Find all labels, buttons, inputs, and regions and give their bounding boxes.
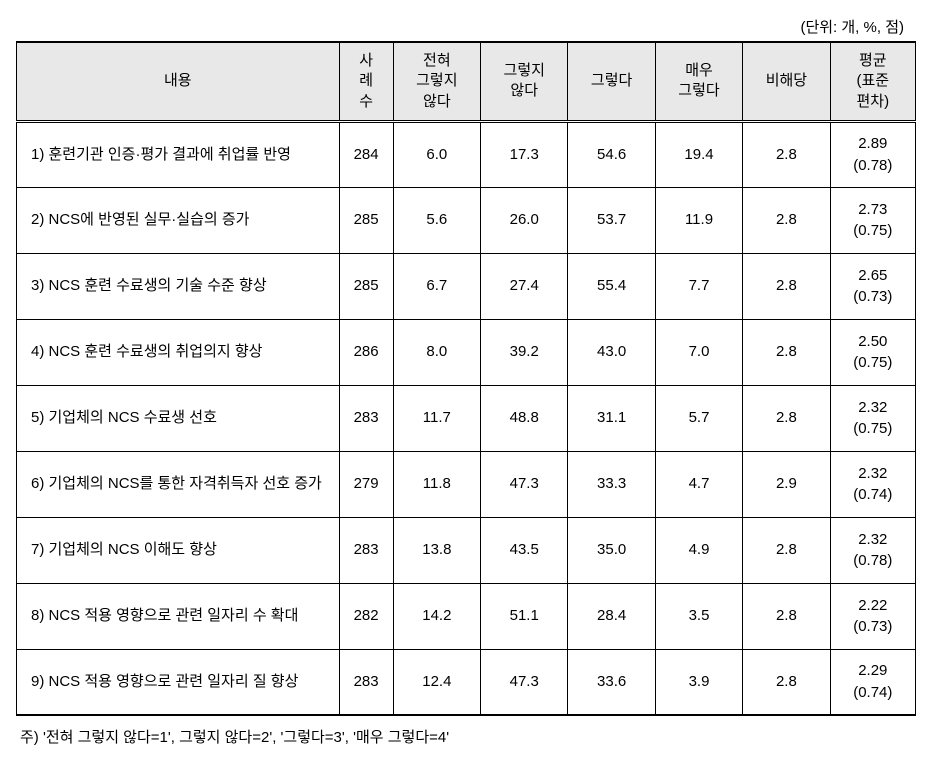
cell-n: 286 bbox=[339, 319, 393, 385]
cell-v4: 7.0 bbox=[655, 319, 742, 385]
cell-n: 283 bbox=[339, 385, 393, 451]
cell-n: 284 bbox=[339, 121, 393, 187]
cell-v2: 26.0 bbox=[481, 187, 568, 253]
cell-v4: 7.7 bbox=[655, 253, 742, 319]
col-mean: 평균(표준편차) bbox=[830, 42, 915, 121]
cell-v3: 53.7 bbox=[568, 187, 655, 253]
cell-na: 2.9 bbox=[743, 451, 830, 517]
table-row: 3) NCS 훈련 수료생의 기술 수준 향상2856.727.455.47.7… bbox=[17, 253, 916, 319]
cell-v2: 17.3 bbox=[481, 121, 568, 187]
row-label: 1) 훈련기관 인증·평가 결과에 취업률 반영 bbox=[17, 121, 340, 187]
cell-v3: 28.4 bbox=[568, 583, 655, 649]
cell-mean: 2.65(0.73) bbox=[830, 253, 915, 319]
col-n: 사례수 bbox=[339, 42, 393, 121]
table-row: 7) 기업체의 NCS 이해도 향상28313.843.535.04.92.82… bbox=[17, 517, 916, 583]
cell-n: 285 bbox=[339, 253, 393, 319]
cell-v2: 43.5 bbox=[481, 517, 568, 583]
cell-v3: 33.3 bbox=[568, 451, 655, 517]
cell-v3: 55.4 bbox=[568, 253, 655, 319]
cell-v3: 31.1 bbox=[568, 385, 655, 451]
cell-v4: 5.7 bbox=[655, 385, 742, 451]
row-label: 8) NCS 적용 영향으로 관련 일자리 수 확대 bbox=[17, 583, 340, 649]
cell-v4: 4.9 bbox=[655, 517, 742, 583]
row-label: 4) NCS 훈련 수료생의 취업의지 향상 bbox=[17, 319, 340, 385]
cell-n: 283 bbox=[339, 517, 393, 583]
table-row: 5) 기업체의 NCS 수료생 선호28311.748.831.15.72.82… bbox=[17, 385, 916, 451]
cell-na: 2.8 bbox=[743, 583, 830, 649]
table-row: 9) NCS 적용 영향으로 관련 일자리 질 향상28312.447.333.… bbox=[17, 649, 916, 715]
cell-na: 2.8 bbox=[743, 649, 830, 715]
header-row: 내용 사례수 전혀그렇지않다 그렇지않다 그렇다 매우그렇다 비해당 평균(표준… bbox=[17, 42, 916, 121]
cell-v3: 54.6 bbox=[568, 121, 655, 187]
cell-mean: 2.29(0.74) bbox=[830, 649, 915, 715]
cell-v4: 19.4 bbox=[655, 121, 742, 187]
cell-mean: 2.89(0.78) bbox=[830, 121, 915, 187]
cell-v4: 11.9 bbox=[655, 187, 742, 253]
cell-na: 2.8 bbox=[743, 187, 830, 253]
cell-mean: 2.32(0.74) bbox=[830, 451, 915, 517]
unit-label: (단위: 개, %, 점) bbox=[16, 16, 916, 37]
table-row: 8) NCS 적용 영향으로 관련 일자리 수 확대28214.251.128.… bbox=[17, 583, 916, 649]
cell-v2: 27.4 bbox=[481, 253, 568, 319]
cell-v2: 51.1 bbox=[481, 583, 568, 649]
cell-na: 2.8 bbox=[743, 517, 830, 583]
cell-na: 2.8 bbox=[743, 319, 830, 385]
col-na: 비해당 bbox=[743, 42, 830, 121]
row-label: 7) 기업체의 NCS 이해도 향상 bbox=[17, 517, 340, 583]
cell-v3: 33.6 bbox=[568, 649, 655, 715]
row-label: 9) NCS 적용 영향으로 관련 일자리 질 향상 bbox=[17, 649, 340, 715]
footnote: 주) '전혀 그렇지 않다=1', 그렇지 않다=2', '그렇다=3', '매… bbox=[16, 726, 916, 747]
table-body: 1) 훈련기관 인증·평가 결과에 취업률 반영2846.017.354.619… bbox=[17, 121, 916, 715]
cell-v4: 3.5 bbox=[655, 583, 742, 649]
col-v3: 그렇다 bbox=[568, 42, 655, 121]
row-label: 5) 기업체의 NCS 수료생 선호 bbox=[17, 385, 340, 451]
cell-n: 279 bbox=[339, 451, 393, 517]
cell-na: 2.8 bbox=[743, 253, 830, 319]
cell-v1: 13.8 bbox=[393, 517, 480, 583]
row-label: 3) NCS 훈련 수료생의 기술 수준 향상 bbox=[17, 253, 340, 319]
data-table: 내용 사례수 전혀그렇지않다 그렇지않다 그렇다 매우그렇다 비해당 평균(표준… bbox=[16, 41, 916, 716]
cell-v1: 11.8 bbox=[393, 451, 480, 517]
table-row: 1) 훈련기관 인증·평가 결과에 취업률 반영2846.017.354.619… bbox=[17, 121, 916, 187]
cell-v1: 6.7 bbox=[393, 253, 480, 319]
table-row: 6) 기업체의 NCS를 통한 자격취득자 선호 증가27911.847.333… bbox=[17, 451, 916, 517]
cell-n: 285 bbox=[339, 187, 393, 253]
cell-v1: 11.7 bbox=[393, 385, 480, 451]
cell-v2: 39.2 bbox=[481, 319, 568, 385]
col-v4: 매우그렇다 bbox=[655, 42, 742, 121]
cell-v2: 48.8 bbox=[481, 385, 568, 451]
cell-n: 283 bbox=[339, 649, 393, 715]
cell-v4: 4.7 bbox=[655, 451, 742, 517]
cell-v3: 35.0 bbox=[568, 517, 655, 583]
table-row: 2) NCS에 반영된 실무·실습의 증가2855.626.053.711.92… bbox=[17, 187, 916, 253]
cell-mean: 2.32(0.75) bbox=[830, 385, 915, 451]
cell-v3: 43.0 bbox=[568, 319, 655, 385]
cell-mean: 2.22(0.73) bbox=[830, 583, 915, 649]
col-content: 내용 bbox=[17, 42, 340, 121]
cell-mean: 2.50(0.75) bbox=[830, 319, 915, 385]
cell-v1: 6.0 bbox=[393, 121, 480, 187]
table-row: 4) NCS 훈련 수료생의 취업의지 향상2868.039.243.07.02… bbox=[17, 319, 916, 385]
cell-v1: 14.2 bbox=[393, 583, 480, 649]
row-label: 2) NCS에 반영된 실무·실습의 증가 bbox=[17, 187, 340, 253]
cell-v1: 8.0 bbox=[393, 319, 480, 385]
cell-na: 2.8 bbox=[743, 121, 830, 187]
cell-mean: 2.73(0.75) bbox=[830, 187, 915, 253]
col-v1: 전혀그렇지않다 bbox=[393, 42, 480, 121]
row-label: 6) 기업체의 NCS를 통한 자격취득자 선호 증가 bbox=[17, 451, 340, 517]
cell-mean: 2.32(0.78) bbox=[830, 517, 915, 583]
cell-v1: 5.6 bbox=[393, 187, 480, 253]
cell-v2: 47.3 bbox=[481, 649, 568, 715]
cell-v1: 12.4 bbox=[393, 649, 480, 715]
cell-n: 282 bbox=[339, 583, 393, 649]
cell-na: 2.8 bbox=[743, 385, 830, 451]
col-v2: 그렇지않다 bbox=[481, 42, 568, 121]
cell-v2: 47.3 bbox=[481, 451, 568, 517]
cell-v4: 3.9 bbox=[655, 649, 742, 715]
